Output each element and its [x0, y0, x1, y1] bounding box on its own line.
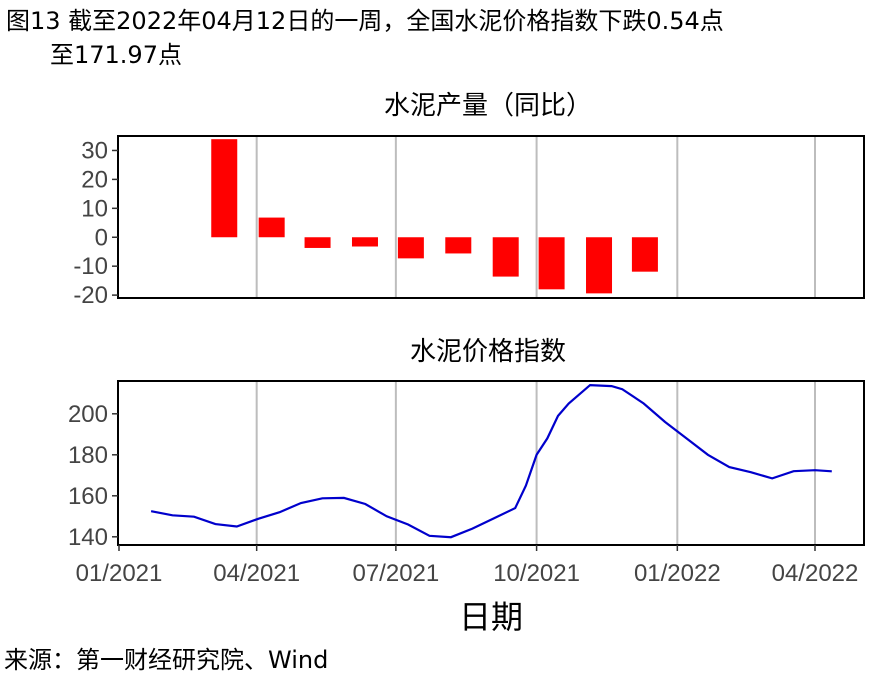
date-x-tick-label: 10/2021 [493, 560, 580, 587]
production-bar [492, 237, 519, 277]
date-x-tick-label: 04/2022 [772, 560, 859, 587]
production-bars [211, 139, 658, 294]
figure-caption: 图13 截至2022年04月12日的一周，全国水泥价格指数下跌0.54点 至17… [6, 4, 724, 72]
x-axis-title: 日期 [459, 598, 523, 636]
caption-line-1: 图13 截至2022年04月12日的一周，全国水泥价格指数下跌0.54点 [6, 7, 724, 35]
production-bar [397, 237, 424, 259]
production-bar [586, 237, 613, 294]
price-index-panel: 水泥价格指数 140 160 180 200 01/2021 04/2021 07/202… [68, 337, 865, 636]
price-index-y-tick-label: 200 [68, 401, 108, 428]
date-x-tick-label: 04/2021 [213, 560, 300, 587]
production-y-tick-label: -10 [73, 253, 108, 280]
date-x-tick-label: 07/2021 [352, 560, 439, 587]
production-bar [538, 237, 565, 290]
production-bar [304, 237, 331, 248]
production-plot-frame [117, 135, 865, 299]
date-x-tick-label: 01/2022 [634, 560, 721, 587]
price-index-y-axis: 140 160 180 200 [68, 401, 118, 551]
production-y-tick-label: 20 [81, 166, 108, 193]
caption-line-2: 至171.97点 [50, 41, 182, 69]
source-note: 来源：第一财经研究院、Wind [4, 646, 329, 674]
production-bar [631, 237, 658, 272]
production-y-tick-label: -20 [73, 282, 108, 309]
production-bar [445, 237, 472, 254]
price-index-panel-title: 水泥价格指数 [410, 337, 566, 367]
production-y-tick-label: 10 [81, 195, 108, 222]
price-index-y-tick-label: 140 [68, 524, 108, 551]
price-index-line [150, 383, 832, 539]
price-index-y-tick-label: 160 [68, 483, 108, 510]
production-y-tick-label: 30 [81, 137, 108, 164]
production-bar [211, 139, 238, 238]
price-index-y-tick-label: 180 [68, 442, 108, 469]
date-x-tick-label: 01/2021 [76, 560, 163, 587]
price-index-plot-frame [117, 380, 865, 546]
production-bar [351, 237, 378, 247]
price-index-gridlines [255, 381, 816, 545]
production-y-tick-label: 0 [95, 224, 108, 251]
production-bar [258, 217, 285, 238]
production-gridlines [255, 136, 816, 298]
date-x-axis: 01/2021 04/2021 07/2021 10/2021 01/2022 04/20… [76, 545, 859, 587]
production-panel-title: 水泥产量（同比） [384, 91, 592, 121]
